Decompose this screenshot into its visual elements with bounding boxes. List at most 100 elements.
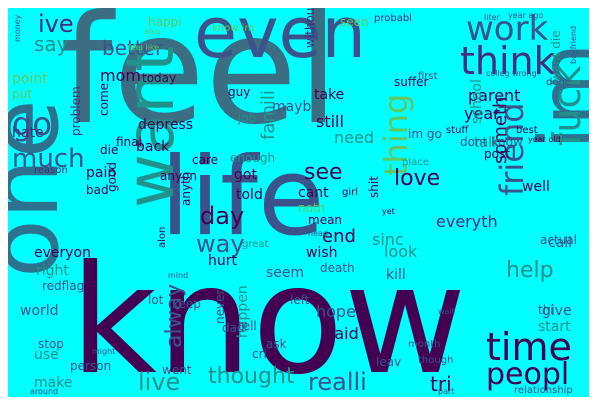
word-cloud-word: hate bbox=[12, 125, 44, 141]
word-cloud-word: feel like bbox=[128, 43, 160, 52]
word-cloud-word: mind bbox=[168, 271, 189, 280]
word-cloud-word: love bbox=[394, 166, 441, 191]
word-cloud-word: work bbox=[466, 9, 549, 49]
word-cloud-word: money bbox=[13, 14, 22, 42]
word-cloud-word: better bbox=[102, 36, 164, 60]
word-cloud-word: point bbox=[12, 71, 48, 87]
word-cloud-word: everyon bbox=[34, 245, 91, 261]
word-cloud-word: girl bbox=[342, 187, 359, 198]
word-cloud-word: hope bbox=[316, 302, 356, 321]
word-cloud-word: even bbox=[194, 8, 366, 74]
word-cloud-word: also bbox=[144, 27, 161, 36]
word-cloud-word: school bbox=[469, 79, 485, 124]
word-cloud-word: help bbox=[506, 258, 554, 283]
word-cloud-word: reason bbox=[34, 165, 68, 176]
word-cloud-word: month bbox=[408, 339, 441, 350]
word-cloud-word: well bbox=[522, 179, 550, 195]
word-cloud-word: told bbox=[236, 187, 263, 203]
word-cloud-word: back bbox=[136, 139, 170, 155]
word-cloud-word: yet bbox=[382, 207, 395, 216]
word-cloud-word: shit bbox=[367, 176, 381, 198]
word-cloud-word: got bbox=[234, 167, 257, 183]
word-cloud-canvas: feel know life one want even im think wo… bbox=[8, 8, 589, 397]
word-cloud-word: come bbox=[97, 82, 111, 116]
word-cloud-word: end bbox=[322, 226, 356, 247]
word-cloud-word: enough bbox=[230, 151, 276, 165]
word-cloud-word: probabl bbox=[374, 13, 412, 24]
word-cloud-word: world bbox=[20, 303, 59, 319]
word-cloud-word: use bbox=[34, 347, 59, 363]
word-cloud-word: keep bbox=[172, 297, 201, 311]
word-cloud-word: sinc bbox=[372, 230, 404, 249]
word-cloud-word: call bbox=[548, 235, 573, 251]
word-cloud-word: give bbox=[542, 303, 572, 319]
word-cloud-word: much bbox=[12, 144, 85, 174]
word-cloud-word: thi bbox=[538, 303, 554, 317]
word-cloud-word: dad bbox=[222, 321, 245, 335]
word-cloud-word: day bbox=[200, 202, 245, 230]
word-cloud-word: care bbox=[192, 153, 219, 167]
word-cloud-word: liter bbox=[484, 13, 500, 22]
word-cloud-word: year old bbox=[528, 135, 561, 144]
word-cloud-word: never bbox=[213, 289, 227, 324]
word-cloud-word: famili bbox=[258, 90, 279, 140]
word-cloud-word: colleg bbox=[486, 69, 510, 78]
word-cloud-word: mayb bbox=[272, 99, 312, 115]
word-cloud-word: thought bbox=[208, 364, 295, 389]
word-cloud-word: seen bbox=[340, 15, 369, 29]
word-cloud-word: peopl bbox=[486, 357, 570, 392]
word-cloud-word: depress bbox=[138, 117, 194, 133]
word-cloud-word: see bbox=[304, 160, 343, 185]
word-cloud-word: still bbox=[316, 112, 344, 131]
word-cloud-word: today bbox=[142, 71, 177, 85]
word-cloud-word: great bbox=[242, 239, 269, 250]
word-cloud-word: cant bbox=[298, 185, 329, 201]
word-cloud-word: alon bbox=[157, 226, 168, 248]
word-cloud-word: wrong bbox=[512, 69, 537, 78]
word-cloud-word: good bbox=[105, 162, 119, 192]
word-cloud-word: ive bbox=[38, 10, 74, 38]
word-cloud-word: make bbox=[34, 375, 73, 391]
word-cloud-word: dont know bbox=[460, 135, 523, 149]
word-cloud-word: left bbox=[290, 293, 310, 307]
word-cloud-word: place bbox=[402, 157, 429, 168]
word-cloud-word: anyon bbox=[160, 169, 198, 183]
word-cloud-word: live bbox=[138, 368, 181, 396]
word-cloud-word: first bbox=[418, 71, 438, 82]
word-cloud-word: pain bbox=[86, 165, 117, 181]
word-cloud-word: around bbox=[30, 387, 59, 396]
word-cloud-word: head bbox=[308, 229, 328, 238]
word-cloud-word: right bbox=[36, 263, 69, 279]
word-cloud-word: go bbox=[12, 105, 52, 143]
word-cloud-word: boyfriend bbox=[569, 25, 578, 64]
word-cloud-word: leav bbox=[376, 355, 402, 369]
word-cloud-word: die bbox=[100, 143, 119, 157]
word-cloud-word: bad bbox=[86, 183, 109, 197]
word-cloud-word: want die bbox=[549, 30, 563, 82]
word-cloud-word: think bbox=[460, 39, 556, 83]
word-cloud-word: wish bbox=[306, 245, 338, 261]
word-cloud-word: know bbox=[70, 234, 467, 397]
word-cloud-word: might bbox=[92, 347, 116, 356]
word-cloud-word: noth bbox=[298, 201, 326, 215]
word-cloud-word: job bbox=[238, 111, 257, 125]
word-cloud-word: wait bbox=[438, 307, 455, 316]
word-cloud-word: final bbox=[116, 135, 142, 149]
word-cloud-word: redflag bbox=[42, 279, 85, 293]
word-cloud-word: year ago bbox=[508, 11, 544, 20]
word-cloud-word: life bbox=[160, 135, 325, 260]
word-cloud-word: look bbox=[384, 242, 418, 261]
word-cloud-word: guy bbox=[228, 85, 251, 99]
word-cloud-word: year bbox=[464, 104, 500, 123]
word-cloud-word: everyth bbox=[436, 212, 498, 231]
word-cloud-word: need bbox=[334, 128, 374, 147]
word-cloud-word: went bbox=[162, 363, 192, 377]
word-cloud-word: say bbox=[34, 32, 69, 56]
word-cloud-word: kill bbox=[386, 267, 406, 283]
word-cloud-word: relationship bbox=[514, 385, 573, 396]
word-cloud-word: problem bbox=[69, 86, 83, 136]
word-cloud-word: actual bbox=[540, 233, 577, 247]
word-cloud-word: talk bbox=[474, 135, 501, 151]
word-cloud-word: part bbox=[438, 387, 455, 396]
